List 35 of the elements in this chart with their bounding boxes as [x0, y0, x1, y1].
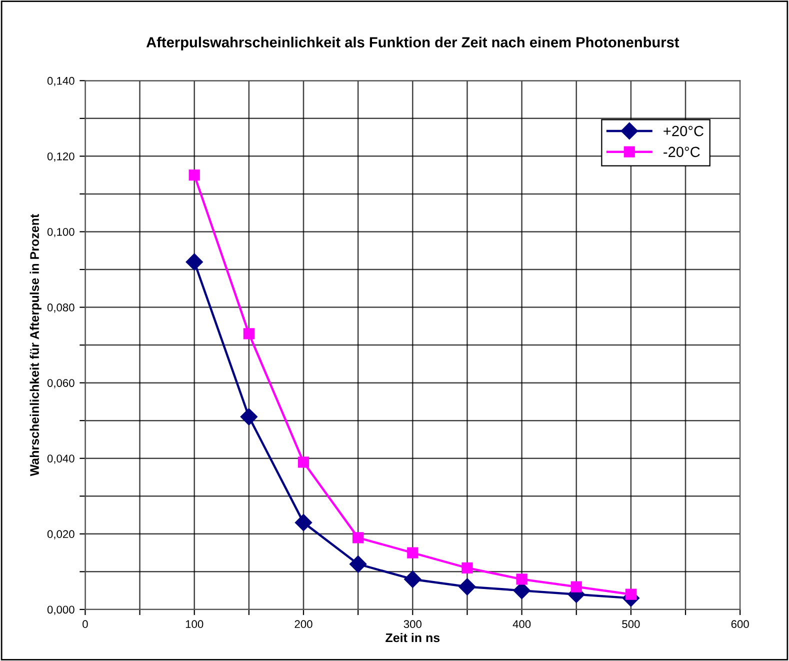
y-tick-label: 0,060	[47, 379, 74, 388]
point	[240, 408, 258, 426]
point	[404, 570, 422, 588]
x-tick-label: 400	[512, 620, 531, 628]
x-tick-label: 600	[731, 620, 749, 628]
point	[186, 253, 203, 270]
point	[298, 456, 310, 468]
point	[243, 328, 254, 340]
x-tick-label: 300	[404, 620, 422, 628]
point	[188, 170, 200, 181]
x-tick-label: 200	[294, 620, 312, 628]
y-tick-label: 0,100	[47, 228, 74, 238]
y-tick-label: 0,040	[47, 454, 74, 464]
y-tick-label: 0,140	[47, 76, 74, 86]
x-tick-label: 500	[622, 620, 640, 628]
legend-label: -20°C	[664, 146, 700, 158]
x-axis-title: Zeit in ns	[386, 632, 440, 642]
y-tick-label: 0,020	[47, 530, 74, 540]
point	[294, 514, 312, 532]
point	[352, 532, 364, 544]
point	[516, 574, 528, 585]
x-tick-label: 0	[82, 620, 88, 628]
y-tick-label: 0,000	[47, 606, 74, 615]
point	[625, 588, 636, 600]
legend-label: +20°C	[664, 126, 704, 136]
y-tick-label: 0,120	[47, 152, 74, 162]
point	[458, 578, 476, 596]
chart-title: Afterpulswahrscheinlichkeit als Funktion der Zeit nach einem Photonenburst	[146, 36, 680, 50]
x-tick-label: 100	[186, 620, 204, 628]
point	[570, 581, 582, 592]
point	[350, 556, 367, 573]
y-tick-label: 0,080	[47, 304, 74, 313]
point	[462, 562, 473, 574]
point	[407, 547, 418, 558]
y-axis-title: Wahrscheinlichkeit für Afterpulse in Prozent	[30, 214, 42, 476]
